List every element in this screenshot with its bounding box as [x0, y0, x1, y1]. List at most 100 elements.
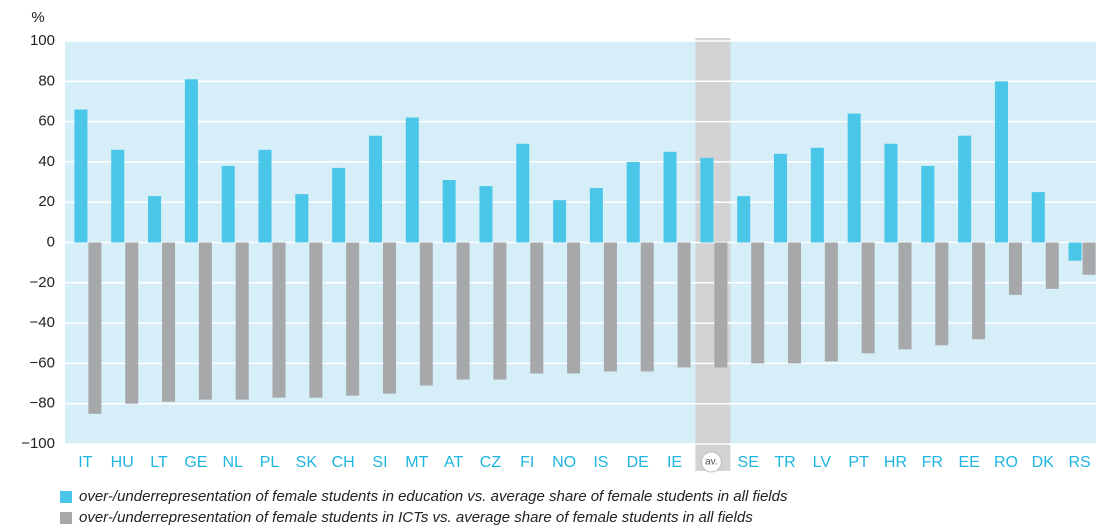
bar	[162, 242, 176, 402]
x-tick-label: NL	[222, 454, 243, 471]
bar	[74, 109, 88, 243]
x-tick-label: GE	[184, 454, 207, 471]
x-tick-label: LV	[813, 454, 832, 471]
y-tick-label: −60	[30, 354, 55, 371]
bar	[419, 242, 433, 386]
y-unit: %	[31, 9, 44, 26]
x-tick-label: RO	[994, 454, 1018, 471]
bar	[603, 242, 617, 372]
x-tick-label: IS	[593, 454, 608, 471]
x-tick-label: IE	[667, 454, 682, 471]
bar	[640, 242, 654, 372]
x-tick-label: DK	[1032, 454, 1055, 471]
bar	[567, 242, 581, 374]
y-tick-label: 60	[38, 113, 55, 130]
legend-swatch	[60, 512, 72, 524]
bar	[553, 200, 567, 243]
x-tick-label: AT	[444, 454, 463, 471]
legend-swatch	[60, 491, 72, 503]
bar	[309, 242, 323, 398]
bar	[516, 143, 530, 243]
bar	[198, 242, 212, 400]
bar	[626, 161, 640, 243]
bar	[442, 180, 456, 243]
bar	[751, 242, 765, 364]
legend-label: over-/underrepresentation of female stud…	[79, 509, 753, 526]
bar	[994, 81, 1008, 243]
legend-label: over-/underrepresentation of female stud…	[79, 488, 788, 505]
bar	[677, 242, 691, 368]
y-tick-label: 80	[38, 72, 55, 89]
bar	[1045, 242, 1059, 289]
y-tick-label: 100	[30, 32, 55, 49]
bar	[663, 151, 677, 243]
x-tick-label: HR	[884, 454, 907, 471]
y-tick-label: 0	[47, 233, 55, 250]
x-tick-label: IT	[78, 454, 92, 471]
bar	[700, 157, 714, 243]
x-tick-label: NO	[552, 454, 576, 471]
bar	[1082, 242, 1096, 275]
x-tick-label: CH	[332, 454, 355, 471]
bar	[824, 242, 838, 362]
bar	[935, 242, 949, 346]
bar	[921, 165, 935, 243]
bar	[972, 242, 986, 340]
x-tick-label: DE	[627, 454, 649, 471]
y-tick-label: −40	[30, 314, 55, 331]
x-tick-label: SE	[738, 454, 759, 471]
bar	[774, 153, 788, 243]
bar	[479, 186, 493, 243]
bar	[589, 188, 603, 243]
bar	[111, 149, 125, 243]
bar	[810, 147, 824, 243]
x-tick-label: PL	[260, 454, 280, 471]
x-tick-label: FR	[922, 454, 943, 471]
bar	[346, 242, 360, 396]
bar	[125, 242, 139, 404]
bar	[88, 242, 102, 414]
highlight-badge	[700, 451, 722, 473]
bar	[861, 242, 875, 354]
bar	[1068, 242, 1082, 261]
x-tick-label: MT	[405, 454, 428, 471]
bar	[184, 79, 198, 243]
x-tick-label: av.	[705, 457, 718, 468]
bar	[788, 242, 802, 364]
bar	[1031, 192, 1045, 243]
bar	[456, 242, 470, 380]
bar	[258, 149, 272, 243]
bar	[958, 135, 972, 243]
bar	[530, 242, 544, 374]
y-tick-label: −100	[21, 435, 55, 452]
bar	[148, 196, 162, 243]
bar	[295, 194, 309, 243]
bar	[493, 242, 507, 380]
x-tick-label: SI	[372, 454, 387, 471]
y-tick-label: 40	[38, 153, 55, 170]
x-tick-label: HU	[111, 454, 134, 471]
y-tick-label: 20	[38, 193, 55, 210]
bar	[235, 242, 249, 400]
bar	[272, 242, 286, 398]
x-tick-label: SK	[296, 454, 318, 471]
x-tick-label: RS	[1068, 454, 1090, 471]
bar	[382, 242, 396, 394]
y-tick-label: −80	[30, 395, 55, 412]
bar	[405, 117, 419, 243]
bar	[1008, 242, 1022, 295]
x-tick-label: LT	[150, 454, 168, 471]
bar	[884, 143, 898, 243]
bar	[898, 242, 912, 350]
bar	[332, 167, 346, 243]
bar	[737, 196, 751, 243]
x-tick-label: PT	[848, 454, 869, 471]
y-tick-label: −20	[30, 274, 55, 291]
x-tick-label: CZ	[480, 454, 502, 471]
bar	[368, 135, 382, 243]
x-tick-label: FI	[520, 454, 534, 471]
x-tick-label: TR	[774, 454, 795, 471]
bar	[714, 242, 728, 368]
bar	[847, 113, 861, 243]
